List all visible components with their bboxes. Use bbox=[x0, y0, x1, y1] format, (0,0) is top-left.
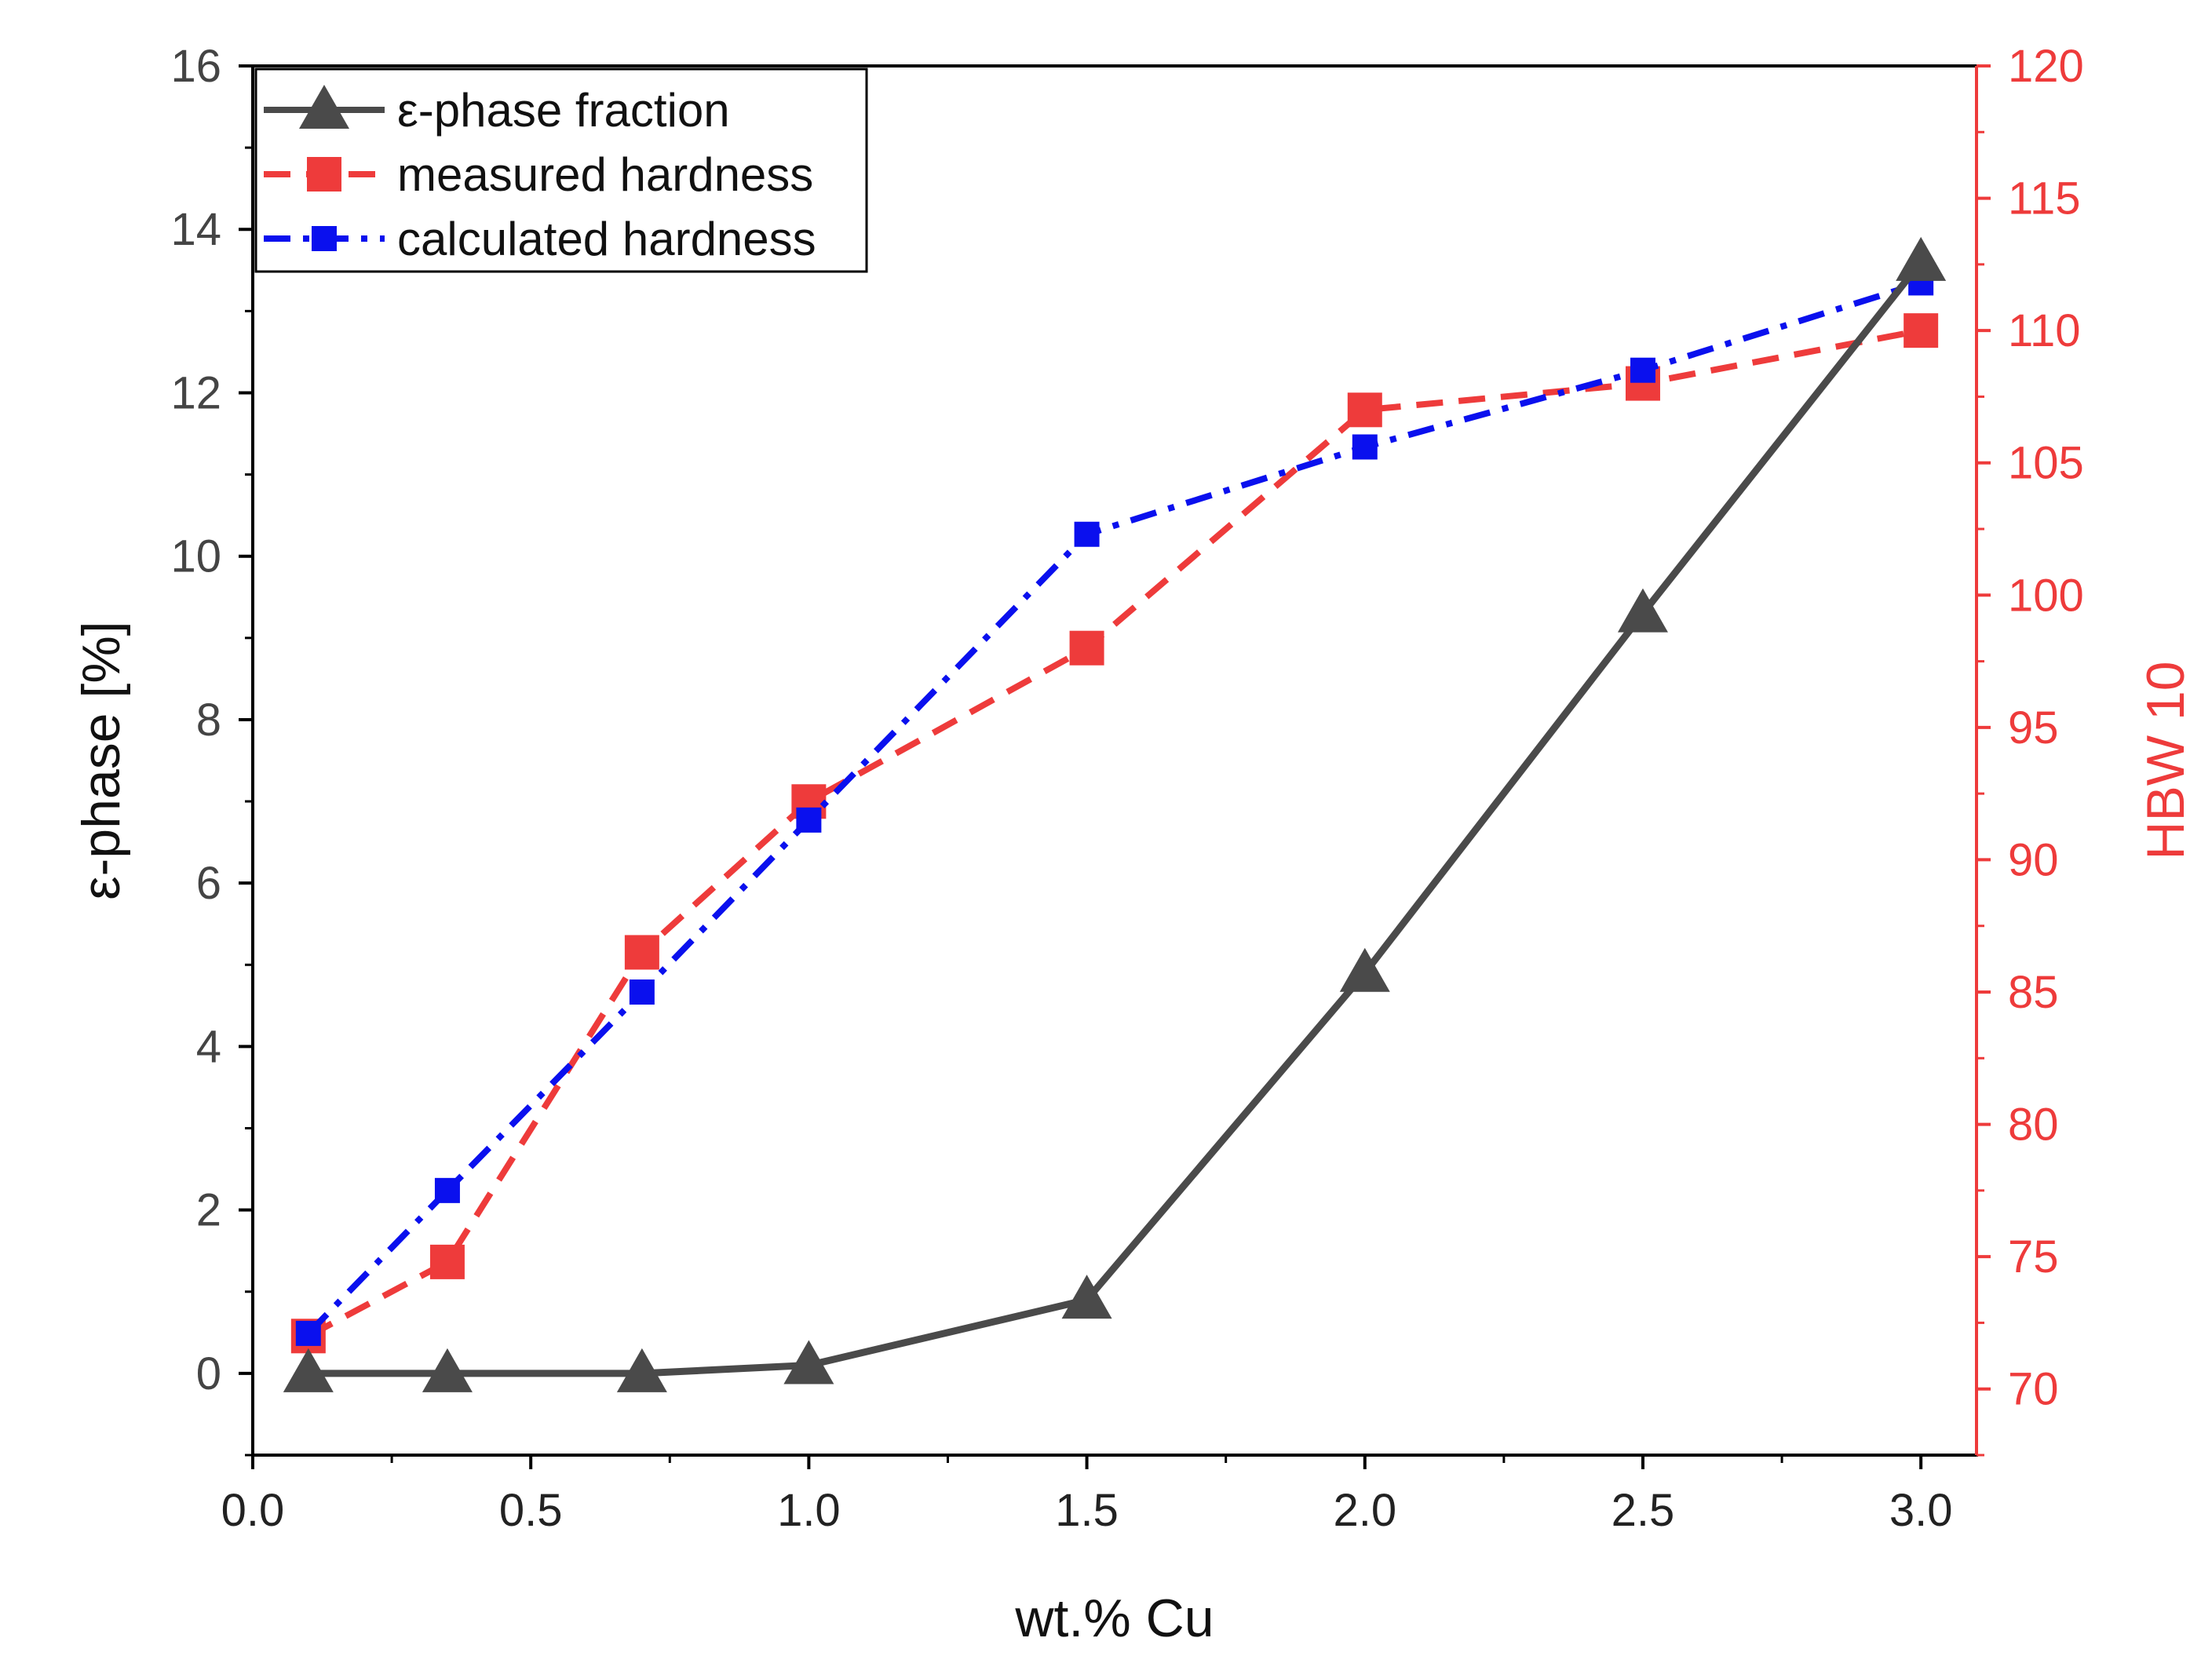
legend-box bbox=[254, 67, 868, 273]
x-axis-title: wt.% Cu bbox=[1014, 1589, 1214, 1648]
data-point-calculated-hardness bbox=[1074, 521, 1100, 547]
plot-frame bbox=[251, 64, 1978, 1457]
legend-entries: ε-phase fraction measured hardness calcula… bbox=[264, 84, 816, 265]
y2-tick-label: 90 bbox=[2008, 834, 2059, 885]
data-point-measured-hardness bbox=[1347, 392, 1382, 428]
data-point-epsilon-phase bbox=[1617, 588, 1668, 633]
legend-label-epsilon-phase: ε-phase fraction bbox=[397, 84, 730, 137]
data-point-measured-hardness bbox=[1904, 313, 1939, 348]
y-tick-label: 14 bbox=[170, 204, 221, 255]
series-line-measured-hardness bbox=[306, 327, 1922, 1339]
y2-tick-label: 100 bbox=[2008, 570, 2084, 621]
data-point-measured-hardness bbox=[624, 935, 659, 970]
ticks-layer: 0.0 0.5 1.0 1.5 2.0 2.5 3.0 0 2 4 6 8 10 12 14 16 70 75 80… bbox=[170, 41, 2083, 1536]
x-tick-label: 2.0 bbox=[1333, 1485, 1396, 1536]
y2-tick-label: 105 bbox=[2008, 438, 2084, 489]
series-line-calculated-hardness bbox=[305, 279, 1922, 1336]
y-tick-label: 12 bbox=[170, 367, 221, 418]
data-point-epsilon-phase bbox=[1061, 1275, 1112, 1319]
data-point-measured-hardness bbox=[1069, 630, 1104, 666]
data-point-epsilon-phase bbox=[783, 1340, 834, 1384]
y2-tick-label: 95 bbox=[2008, 702, 2059, 753]
y-tick-label: 4 bbox=[196, 1021, 221, 1072]
legend-marker-calculated-hardness bbox=[312, 226, 337, 251]
legend-label-calculated-hardness: calculated hardness bbox=[397, 213, 816, 265]
y2-tick-label: 115 bbox=[2008, 173, 2080, 224]
y-tick-label: 6 bbox=[196, 858, 221, 909]
x-tick-label: 0.0 bbox=[221, 1485, 285, 1536]
y-tick-label: 16 bbox=[170, 41, 221, 92]
y2-tick-label: 120 bbox=[2008, 41, 2084, 92]
data-point-calculated-hardness bbox=[796, 807, 822, 833]
data-point-epsilon-phase bbox=[283, 1348, 334, 1392]
x-tick-label: 1.5 bbox=[1055, 1485, 1119, 1536]
data-point-epsilon-phase bbox=[1339, 947, 1390, 992]
legend: ε-phase fraction measured hardness calcula… bbox=[254, 67, 868, 273]
legend-entry-measured-hardness: measured hardness bbox=[264, 148, 813, 201]
legend-entry-calculated-hardness: calculated hardness bbox=[264, 213, 816, 265]
data-point-calculated-hardness bbox=[434, 1177, 460, 1203]
series-line-epsilon-phase bbox=[308, 260, 1924, 1377]
data-point-calculated-hardness bbox=[1352, 434, 1378, 460]
series-measured-hardness bbox=[290, 313, 1939, 1354]
y-tick-label: 10 bbox=[170, 531, 221, 582]
legend-entry-epsilon-phase: ε-phase fraction bbox=[264, 84, 730, 137]
y2-tick-label: 70 bbox=[2008, 1364, 2059, 1415]
y2-tick-label: 80 bbox=[2008, 1100, 2059, 1151]
x-tick-label: 1.0 bbox=[777, 1485, 841, 1536]
x-tick-label: 3.0 bbox=[1889, 1485, 1953, 1536]
y-axis-title: ε-phase [%] bbox=[71, 621, 131, 899]
x-tick-label: 0.5 bbox=[499, 1485, 563, 1536]
x-tick-label: 2.5 bbox=[1612, 1485, 1675, 1536]
y2-tick-label: 85 bbox=[2008, 967, 2059, 1018]
data-point-calculated-hardness bbox=[1630, 357, 1655, 383]
legend-marker-epsilon-phase bbox=[299, 85, 349, 129]
y-tick-label: 0 bbox=[196, 1348, 221, 1399]
data-point-epsilon-phase bbox=[1896, 236, 1947, 281]
legend-marker-measured-hardness bbox=[307, 157, 341, 192]
series-epsilon-phase bbox=[283, 236, 1947, 1392]
legend-label-measured-hardness: measured hardness bbox=[397, 148, 813, 201]
y2-tick-label: 75 bbox=[2008, 1231, 2059, 1282]
series-calculated-hardness bbox=[295, 270, 1934, 1346]
data-point-calculated-hardness bbox=[295, 1320, 321, 1346]
data-point-calculated-hardness bbox=[629, 979, 655, 1005]
axes-layer: 0.0 0.5 1.0 1.5 2.0 2.5 3.0 0 2 4 6 8 10 12 14 16 70 75 80… bbox=[71, 41, 2196, 1648]
y-tick-label: 8 bbox=[196, 695, 221, 746]
data-point-epsilon-phase bbox=[616, 1348, 667, 1392]
y-tick-label: 2 bbox=[196, 1185, 221, 1236]
data-point-measured-hardness bbox=[429, 1244, 465, 1279]
data-point-epsilon-phase bbox=[422, 1348, 473, 1392]
y2-axis-title: HBW 10 bbox=[2136, 661, 2196, 859]
y2-tick-label: 110 bbox=[2008, 305, 2080, 356]
series-layer bbox=[283, 236, 1947, 1392]
